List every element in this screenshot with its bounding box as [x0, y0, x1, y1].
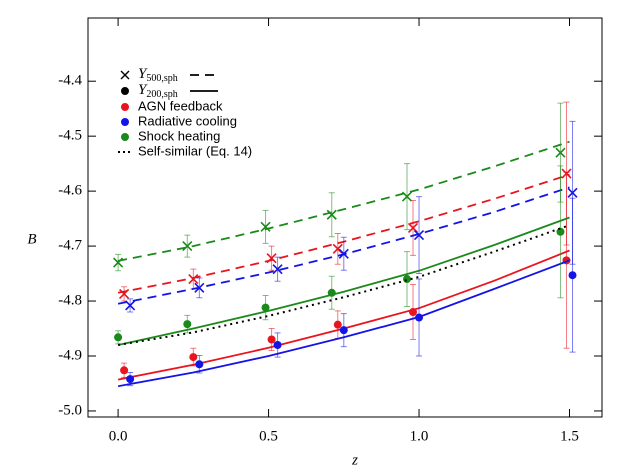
y-axis-label: B	[27, 231, 36, 247]
error-cap	[328, 192, 335, 238]
y-tick-label: -4.8	[58, 292, 82, 308]
legend-label: Y500,sph	[138, 66, 178, 84]
x-marker	[401, 191, 413, 202]
legend-label: Shock heating	[138, 128, 220, 143]
x-marker	[338, 248, 349, 259]
dot-marker	[273, 341, 282, 350]
error-cap	[115, 330, 122, 345]
dot-marker	[126, 375, 135, 384]
x-tick-label: 0.0	[109, 428, 128, 444]
x-marker	[326, 209, 337, 220]
x-marker	[413, 230, 425, 241]
error-cap	[340, 236, 347, 271]
dot-marker	[267, 335, 276, 344]
x-marker	[260, 221, 271, 232]
dot-marker	[114, 333, 123, 342]
error-cap	[557, 165, 564, 299]
error-cap	[340, 313, 347, 348]
dot-marker	[183, 320, 192, 329]
x-marker	[194, 282, 205, 293]
x-axis-label: z	[351, 452, 358, 468]
error-cap	[190, 347, 197, 367]
dot-marker	[339, 326, 348, 335]
model-line	[117, 216, 570, 346]
legend-label: AGN feedback	[138, 98, 223, 113]
x-marker	[567, 187, 578, 198]
legend-marker	[121, 133, 129, 141]
dot-marker	[568, 271, 577, 280]
error-cap	[403, 251, 410, 308]
error-cap	[328, 275, 335, 310]
error-cap	[115, 253, 122, 272]
legend-symbol: Y	[138, 82, 148, 98]
x-tick-label: 1.0	[410, 428, 429, 444]
error-cap	[121, 362, 128, 378]
y-tick-label: -4.4	[58, 73, 82, 89]
x-marker	[125, 300, 136, 311]
error-cap	[416, 196, 423, 275]
legend-subscript: 500,sph	[146, 73, 177, 84]
x-tick-label: 1.5	[560, 428, 579, 444]
error-cap	[334, 232, 341, 265]
error-cap	[196, 277, 203, 299]
error-cap	[569, 197, 576, 353]
model-line	[117, 173, 570, 294]
model-line	[117, 140, 570, 262]
error-cap	[184, 234, 191, 258]
error-cap	[274, 256, 281, 282]
x-marker	[266, 253, 277, 264]
legend-marker	[121, 103, 129, 111]
error-cap	[127, 298, 134, 313]
legend-marker	[121, 87, 129, 95]
error-cap	[416, 278, 423, 357]
dot-marker	[189, 353, 198, 362]
dot-marker	[327, 288, 336, 297]
error-cap	[268, 328, 275, 351]
error-cap	[274, 332, 281, 358]
legend-label: Self-similar (Eq. 14)	[138, 143, 252, 158]
error-cap	[403, 163, 410, 231]
error-cap	[196, 354, 203, 374]
error-cap	[127, 371, 134, 387]
legend-label: Radiative cooling	[138, 113, 237, 128]
dot-marker	[333, 320, 342, 329]
legend-label: Y200,sph	[138, 82, 178, 100]
y-tick-label: -4.6	[58, 183, 82, 199]
dot-marker	[120, 366, 129, 375]
y-tick-label: -4.9	[58, 347, 82, 363]
dot-marker	[195, 360, 204, 369]
legend-marker	[121, 118, 129, 126]
y-tick-label: -4.7	[58, 238, 82, 254]
legend-subscript: 200,sph	[146, 89, 177, 100]
legend-symbol: Y	[138, 66, 148, 82]
legend-marker	[120, 70, 130, 80]
dot-marker	[402, 275, 411, 284]
x-tick-label: 0.5	[259, 428, 278, 444]
plot-frame	[87, 17, 603, 418]
dot-marker	[415, 313, 424, 322]
error-cap	[563, 171, 570, 349]
x-marker	[272, 264, 283, 275]
x-marker	[113, 257, 124, 268]
x-marker	[188, 273, 199, 285]
error-cap	[262, 209, 269, 244]
dot-marker	[261, 303, 270, 312]
error-cap	[410, 284, 417, 341]
x-marker	[555, 147, 566, 158]
x-marker	[182, 241, 193, 252]
x-marker	[119, 288, 130, 299]
y-tick-label: -5.0	[58, 402, 82, 418]
error-cap	[268, 245, 275, 271]
y-tick-label: -4.5	[58, 128, 82, 144]
dot-marker	[409, 308, 418, 317]
error-cap	[262, 295, 269, 321]
dot-marker	[556, 227, 565, 236]
